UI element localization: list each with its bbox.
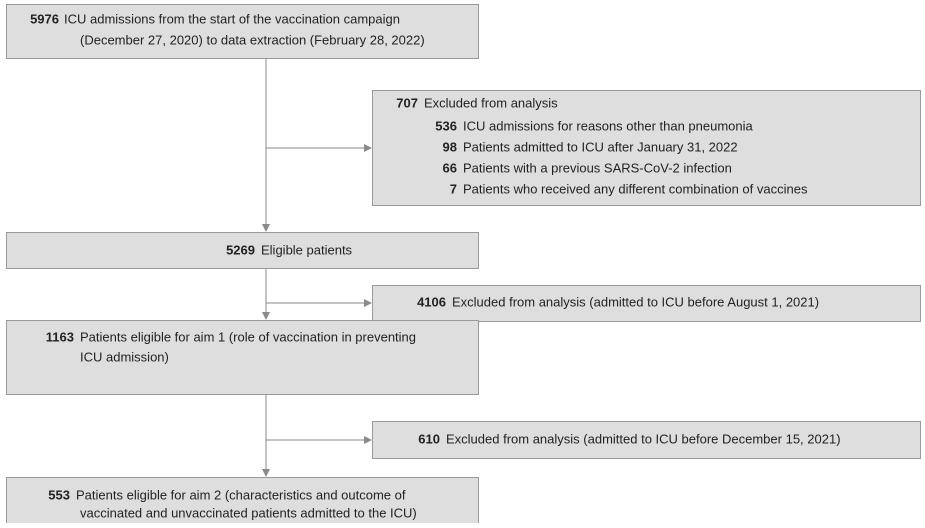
box	[6, 4, 479, 59]
box	[372, 285, 921, 322]
box	[6, 477, 479, 528]
count: 707	[396, 95, 418, 110]
count: 5269	[226, 242, 255, 257]
count: 98	[443, 139, 457, 154]
label: Patients who received any different comb…	[463, 181, 808, 196]
box	[372, 421, 921, 459]
label: Patients admitted to ICU after January 3…	[463, 139, 738, 154]
label: vaccinated and unvaccinated patients adm…	[80, 505, 417, 520]
arrow-head	[262, 312, 270, 320]
label: ICU admission)	[80, 349, 169, 364]
arrow-head	[364, 436, 372, 444]
box	[6, 232, 479, 269]
label: Patients eligible for aim 2 (characteris…	[76, 487, 406, 502]
label: Excluded from analysis (admitted to ICU …	[446, 431, 841, 446]
label: ICU admissions for reasons other than pn…	[463, 118, 754, 133]
label: ICU admissions from the start of the vac…	[64, 11, 400, 26]
label: Patients eligible for aim 1 (role of vac…	[80, 329, 416, 344]
label: (December 27, 2020) to data extraction (…	[80, 32, 425, 47]
label: Excluded from analysis (admitted to ICU …	[452, 294, 819, 309]
count: 5976	[30, 11, 59, 26]
arrow-head	[262, 224, 270, 232]
label: Eligible patients	[261, 242, 353, 257]
label: Patients with a previous SARS-CoV-2 infe…	[463, 160, 732, 175]
count: 553	[48, 487, 70, 502]
count: 4106	[417, 294, 446, 309]
box	[372, 90, 921, 206]
label: Excluded from analysis	[424, 95, 558, 110]
count: 536	[435, 118, 457, 133]
count: 1163	[46, 329, 74, 344]
arrow-head	[364, 299, 372, 307]
count: 7	[450, 181, 457, 196]
count: 610	[418, 431, 440, 446]
count: 66	[443, 160, 457, 175]
box	[6, 320, 479, 395]
arrow-head	[364, 144, 372, 152]
arrow-head	[262, 469, 270, 477]
